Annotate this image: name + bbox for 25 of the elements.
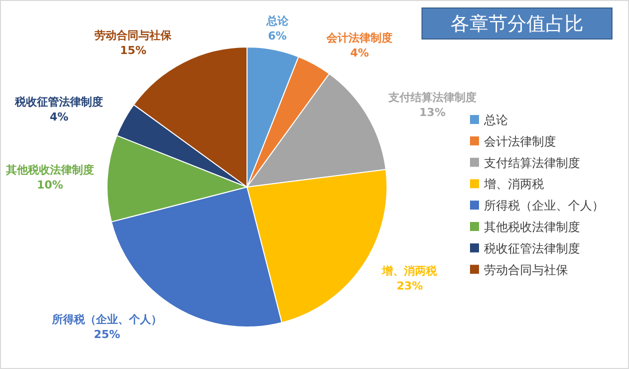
slice-label: 总论 [265,14,290,28]
slice-label: 支付结算法律制度 [387,91,476,104]
legend-label: 会计法律制度 [484,134,556,148]
chart-title: 各章节分值占比 [450,13,584,35]
data-label: 6% [268,29,287,42]
legend-label: 总论 [483,113,508,127]
slice-label: 税收征管法律制度 [14,95,104,108]
data-label: 13% [419,106,446,120]
data-label: 23% [396,280,423,293]
slice-label: 其他税收法律制度 [5,163,94,176]
slice-label: 增、消两税 [381,264,438,278]
legend-label: 其他税收法律制度 [484,220,580,234]
data-label: 10% [36,178,64,192]
legend-label: 支付结算法律制度 [484,156,580,170]
slice-label: 所得税（企业、个人） [51,312,162,326]
slice-label: 会计法律制度 [326,32,393,45]
legend-label: 劳动合同与社保 [484,262,568,277]
slice-label: 劳动合同与社保 [94,29,173,42]
data-label: 15% [120,44,146,58]
data-label: 25% [94,328,120,341]
data-label: 4% [350,46,369,60]
data-label: 4% [50,110,68,124]
legend-label: 税收征管法律制度 [484,241,580,256]
legend-label: 所得税（企业、个人） [484,198,604,213]
legend-label: 增、消两税 [483,177,544,192]
